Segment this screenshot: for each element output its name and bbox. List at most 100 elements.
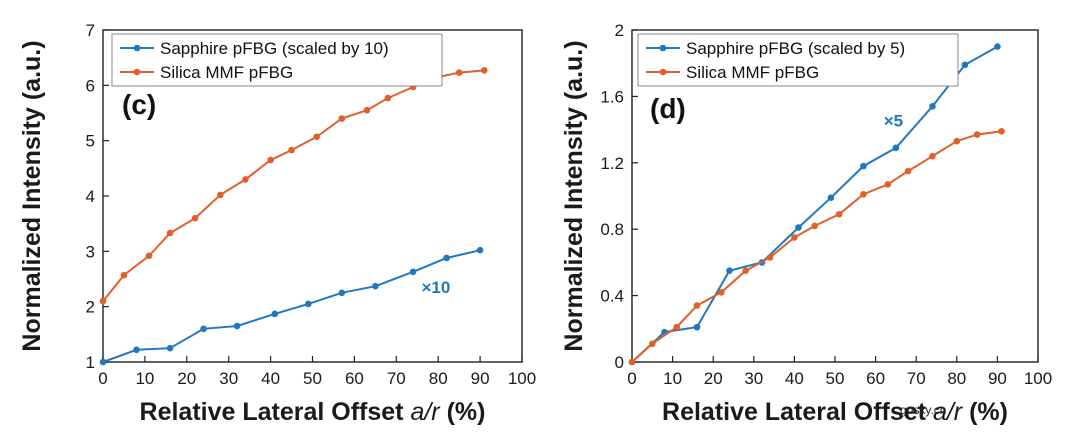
- data-point: [145, 252, 153, 260]
- x-tick-label: 60: [345, 369, 364, 388]
- x-tick-label: 10: [135, 369, 154, 388]
- data-point: [827, 194, 835, 201]
- x-tick-label: 20: [177, 369, 196, 388]
- legend-entry: Sapphire pFBG (scaled by 5): [686, 39, 905, 58]
- y-axis-label: Normalized Intensity (a.u.): [18, 40, 46, 351]
- data-point: [673, 323, 680, 331]
- data-point: [649, 340, 656, 348]
- x-tick-label: 50: [303, 369, 322, 388]
- y-tick-label: 3: [86, 242, 95, 261]
- data-point: [718, 288, 725, 296]
- x-tick-label: 20: [704, 369, 723, 388]
- x-tick-label: 90: [471, 369, 490, 388]
- data-point: [961, 61, 969, 69]
- x-tick-label: 70: [907, 369, 926, 388]
- y-axis-label: Normalized Intensity (a.u.): [560, 40, 588, 351]
- data-point: [892, 144, 900, 152]
- data-point: [766, 254, 774, 261]
- series-line-1: [102, 249, 481, 363]
- data-point: [267, 156, 274, 164]
- x-tick-label: 80: [947, 369, 966, 388]
- chart-panel-d: 0 10 20 30 40 50 60 70 80 90 100 0 0.4 0.8 1.2 1.6 2 Rela…: [560, 21, 1052, 426]
- data-point: [191, 214, 199, 222]
- legend-marker: [659, 68, 667, 76]
- data-point: [384, 94, 392, 102]
- data-point: [242, 176, 249, 183]
- data-point: [233, 322, 241, 330]
- x-tick-label: 0: [98, 369, 107, 388]
- y-tick-label: 2: [615, 21, 624, 40]
- y-tick-label: 6: [86, 76, 95, 95]
- y-tick-label: 1: [86, 353, 95, 372]
- x-tick-label: 70: [387, 369, 406, 388]
- y-tick-label: 2: [86, 298, 95, 317]
- data-point: [200, 325, 207, 333]
- y-tick-label: 5: [86, 132, 95, 151]
- data-point: [884, 181, 892, 188]
- series-line-2: [631, 130, 1002, 363]
- data-point: [363, 106, 371, 114]
- x-tick-label: 30: [744, 369, 763, 388]
- data-point: [133, 346, 140, 354]
- data-point: [860, 162, 867, 170]
- data-point: [443, 254, 450, 262]
- panel-label: (c): [122, 89, 156, 120]
- series-line-1: [631, 45, 998, 363]
- data-point: [409, 268, 417, 276]
- y-tick-label: 1.2: [600, 154, 624, 173]
- legend-marker: [133, 68, 141, 76]
- panel-label: (d): [650, 93, 686, 124]
- data-point: [860, 191, 867, 198]
- data-point: [217, 191, 224, 199]
- x-axis-label-unit: (%): [962, 398, 1008, 426]
- data-point: [338, 115, 346, 122]
- x-axis-label: Relative Lateral Offset a/r (%): [140, 398, 486, 426]
- x-tick-label: 40: [785, 369, 804, 388]
- data-point: [338, 289, 346, 297]
- x-tick-label: 10: [663, 369, 682, 388]
- y-tick-label: 1.6: [600, 87, 624, 106]
- y-tick-label: 0: [615, 353, 624, 372]
- x-axis-label-main: Relative Lateral Offset: [662, 398, 933, 426]
- y-tick-label: 0.8: [600, 220, 624, 239]
- data-point: [791, 234, 798, 241]
- data-point: [693, 302, 701, 309]
- data-point: [166, 344, 174, 352]
- legend-marker: [659, 44, 667, 52]
- data-point: [994, 43, 1001, 50]
- x-tick-label: 30: [219, 369, 238, 388]
- data-point: [288, 146, 295, 154]
- x-tick-label: 80: [429, 369, 448, 388]
- data-point: [973, 131, 981, 138]
- x-axis-label: Relative Lateral Offset a/r (%): [662, 398, 1008, 426]
- scale-annotation: ×5: [884, 111, 903, 130]
- data-point: [693, 323, 701, 331]
- data-point: [628, 358, 636, 366]
- legend-box: [637, 33, 959, 87]
- x-axis-label-unit: (%): [440, 398, 486, 426]
- data-point: [929, 152, 936, 160]
- data-point: [372, 282, 379, 290]
- data-point: [455, 69, 463, 76]
- x-tick-label: 60: [866, 369, 885, 388]
- x-tick-label: 0: [627, 369, 636, 388]
- x-axis-label-variable: a/r: [933, 398, 964, 426]
- legend-entry: Sapphire pFBG (scaled by 10): [160, 39, 389, 58]
- x-axis-label-variable: a/r: [410, 398, 441, 426]
- y-tick-label: 4: [86, 187, 95, 206]
- data-point: [99, 358, 107, 366]
- data-point: [480, 67, 488, 74]
- data-point: [929, 103, 936, 110]
- x-axis-label-main: Relative Lateral Offset: [140, 398, 411, 426]
- data-point: [271, 310, 279, 318]
- data-point: [120, 271, 128, 279]
- data-point: [795, 224, 802, 231]
- data-point: [726, 267, 733, 275]
- x-tick-label: 100: [508, 369, 536, 388]
- y-tick-label: 7: [86, 21, 95, 40]
- legend-entry: Silica MMF pFBG: [686, 63, 819, 82]
- watermark: gpsxy.cn: [900, 403, 946, 417]
- data-point: [811, 222, 818, 230]
- data-point: [476, 246, 484, 254]
- data-point: [313, 133, 320, 141]
